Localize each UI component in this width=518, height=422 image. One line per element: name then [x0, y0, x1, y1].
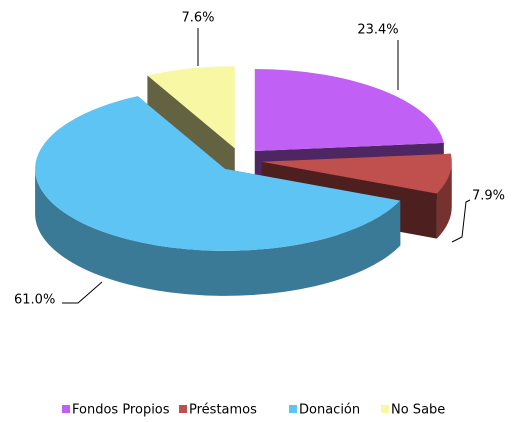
data-label: 61.0%: [14, 293, 55, 308]
legend-swatch: [62, 405, 70, 413]
slice: [261, 153, 452, 194]
slice: [254, 69, 444, 152]
legend-label: No Sabe: [391, 403, 445, 418]
leader-line: [62, 281, 103, 304]
legend-label: Préstamos: [189, 403, 257, 418]
legend-swatch: [289, 405, 297, 413]
slice: [147, 66, 235, 149]
legend-swatch: [179, 405, 187, 413]
data-label: 7.9%: [472, 189, 505, 204]
slice-wall: [35, 168, 401, 296]
slice: [35, 96, 401, 251]
leader-line: [451, 199, 471, 243]
data-label: 23.4%: [357, 23, 398, 38]
legend-label: Donación: [299, 403, 360, 418]
slice-wall: [436, 161, 452, 239]
legend-label: Fondos Propios: [72, 403, 170, 418]
data-label: 7.6%: [181, 11, 214, 26]
legend-swatch: [381, 405, 389, 413]
